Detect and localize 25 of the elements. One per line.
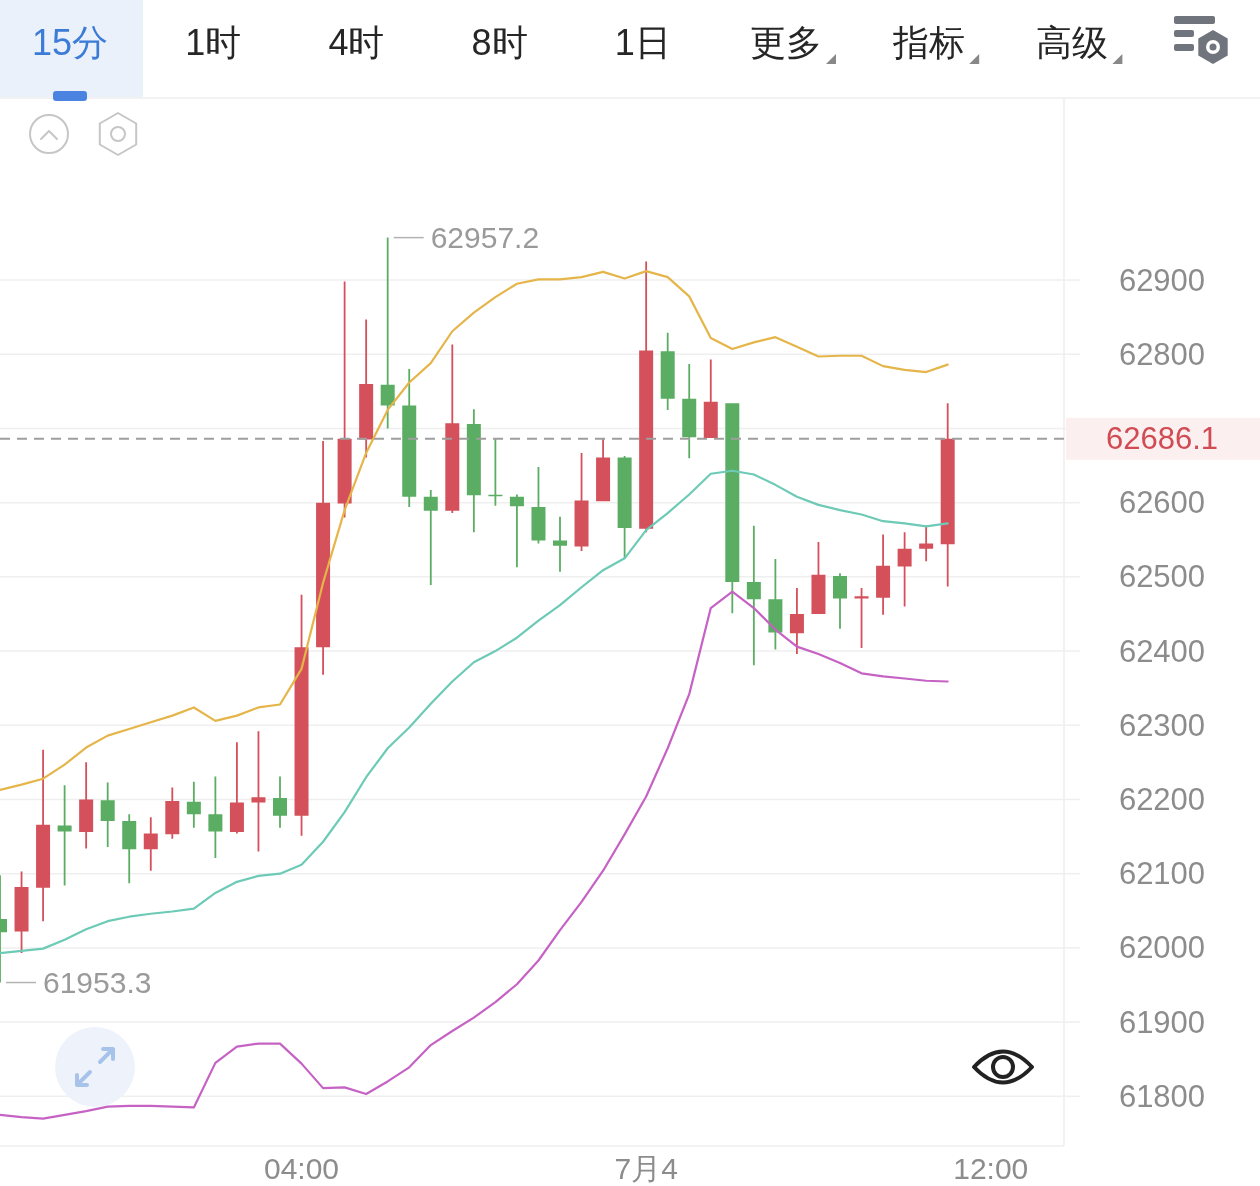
- y-tick-label: 62000: [1118, 930, 1206, 966]
- y-tick-label: 62500: [1118, 559, 1206, 595]
- y-tick-label: 62900: [1118, 262, 1206, 298]
- tab-label: 1日: [614, 21, 671, 63]
- x-tick-label: 12:00: [953, 1151, 1029, 1185]
- y-tick-label: 62100: [1118, 856, 1206, 892]
- tab-label: 4时: [328, 21, 385, 63]
- annotation: 61953.3: [43, 966, 152, 1000]
- y-tick-label: 62800: [1118, 336, 1206, 372]
- x-tick-label: 7月4: [614, 1151, 678, 1185]
- y-tick-label: 62600: [1118, 485, 1206, 521]
- tab-label: 更多: [750, 21, 822, 63]
- y-tick-label: 61800: [1118, 1078, 1206, 1114]
- y-tick-label: 62200: [1118, 781, 1206, 817]
- price-label: 62686.1: [1105, 421, 1219, 457]
- tab-label: 8时: [471, 21, 528, 63]
- tab-label: 1时: [185, 21, 242, 63]
- y-tick-label: 62400: [1118, 633, 1206, 669]
- x-tick-label: 04:00: [264, 1151, 340, 1185]
- tab-label: 15分: [32, 21, 108, 63]
- tab-label: 指标: [893, 21, 966, 63]
- y-tick-label: 61900: [1118, 1004, 1206, 1040]
- y-tick-label: 62300: [1118, 707, 1206, 743]
- annotation: 62957.2: [430, 221, 540, 255]
- tab-label: 高级: [1036, 21, 1109, 63]
